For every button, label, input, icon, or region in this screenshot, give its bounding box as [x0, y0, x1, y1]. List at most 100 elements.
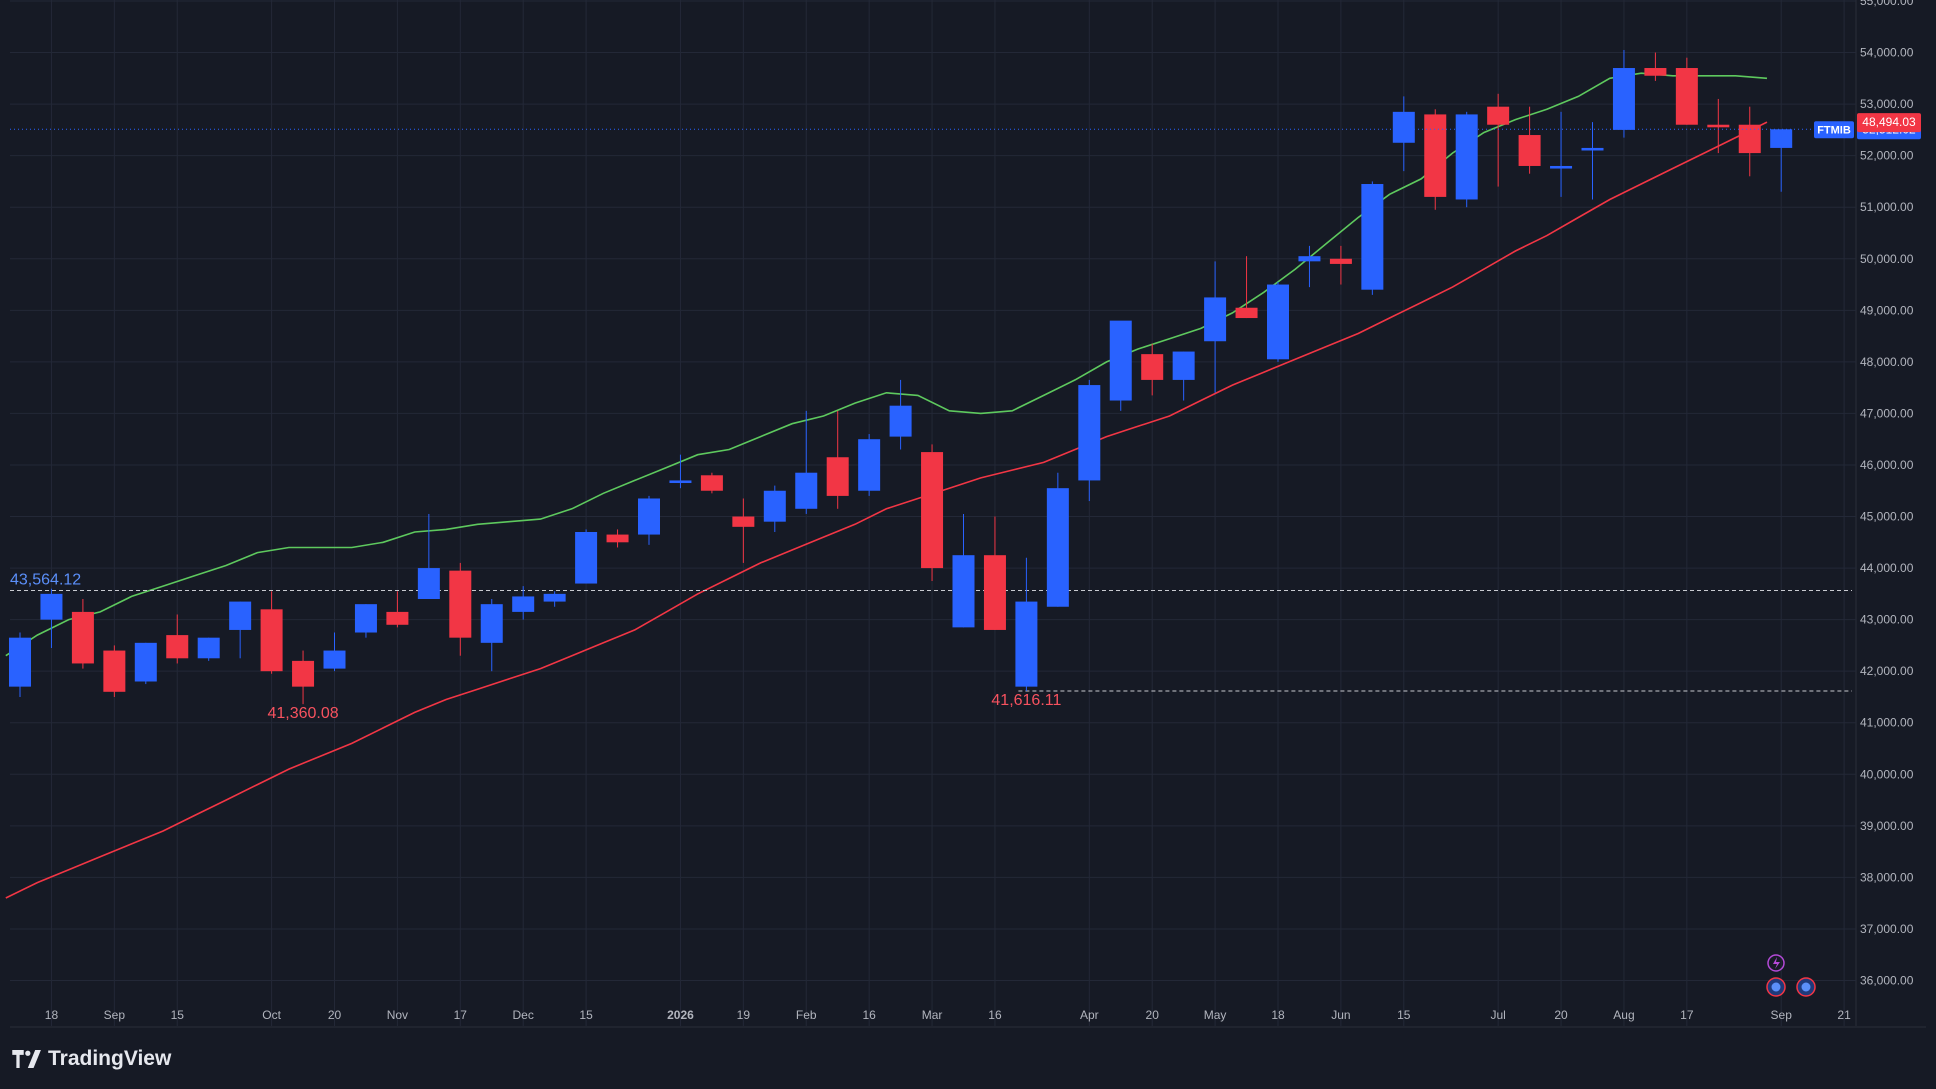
- candle: [449, 562, 472, 656]
- candle-body: [354, 604, 377, 633]
- x-tick-label: Apr: [1080, 1008, 1099, 1022]
- candle: [386, 591, 409, 628]
- symbol-badge-label: FTMIB: [1817, 124, 1851, 136]
- candle-body: [71, 611, 94, 664]
- x-tick-label: Dec: [513, 1008, 534, 1022]
- candle: [292, 650, 315, 705]
- candle-body: [1738, 124, 1761, 154]
- y-tick-label: 55,000.00: [1860, 0, 1914, 8]
- candle: [1141, 343, 1164, 396]
- x-tick-label: 15: [1397, 1008, 1411, 1022]
- candle-body: [858, 439, 881, 491]
- tradingview-brand[interactable]: TradingView: [12, 1047, 171, 1071]
- x-tick-label: 21: [1837, 1008, 1851, 1022]
- x-tick-label: Jul: [1490, 1008, 1505, 1022]
- y-tick-label: 46,000.00: [1860, 458, 1914, 472]
- candle-body: [260, 609, 283, 672]
- candle-body: [1267, 284, 1289, 360]
- candle: [1487, 93, 1510, 187]
- candle-body: [1015, 601, 1038, 687]
- candle: [1707, 98, 1730, 154]
- candle: [543, 591, 566, 607]
- high-level-label: 43,564.12: [10, 572, 81, 589]
- candle: [1518, 106, 1541, 174]
- candle: [166, 614, 189, 664]
- candle-body: [1612, 68, 1635, 130]
- candle-body: [1172, 351, 1195, 380]
- candle: [763, 485, 786, 532]
- candle: [1172, 351, 1195, 401]
- moving-average-long-line: [5, 121, 1768, 899]
- candle: [40, 588, 63, 648]
- y-tick-label: 38,000.00: [1860, 870, 1914, 884]
- tradingview-logo-icon: [12, 1050, 41, 1068]
- candle-body: [1455, 114, 1478, 200]
- ma-long-tag-label: 48,494.03: [1862, 115, 1916, 129]
- candle: [921, 444, 944, 581]
- candle-body: [1581, 147, 1604, 151]
- y-tick-label: 45,000.00: [1860, 510, 1914, 524]
- x-tick-label: 16: [988, 1008, 1002, 1022]
- candle-body: [134, 642, 157, 682]
- candle-body: [103, 650, 126, 692]
- y-tick-label: 53,000.00: [1860, 97, 1914, 111]
- candle-body: [795, 472, 818, 509]
- x-tick-label: 18: [1271, 1008, 1285, 1022]
- x-tick-label: 18: [45, 1008, 59, 1022]
- candle: [575, 529, 598, 584]
- x-tick-label: Sep: [104, 1008, 126, 1022]
- event-icon: [1796, 977, 1816, 997]
- candle-body: [575, 531, 598, 584]
- candle-body: [1046, 488, 1069, 607]
- candle: [1267, 281, 1289, 362]
- candle: [1392, 96, 1415, 172]
- candle-body: [480, 604, 503, 643]
- candle: [638, 495, 660, 545]
- candle: [1235, 256, 1258, 319]
- x-tick-label: 19: [737, 1008, 751, 1022]
- y-tick-label: 52,000.00: [1860, 149, 1914, 163]
- candle-body: [449, 570, 472, 638]
- candle: [323, 632, 346, 672]
- y-tick-label: 41,000.00: [1860, 716, 1914, 730]
- event-icon: [1766, 977, 1786, 997]
- candle-body: [1235, 307, 1258, 319]
- candle: [1204, 261, 1227, 393]
- candle-body: [9, 637, 31, 687]
- candle-body: [1707, 124, 1730, 128]
- candle: [1046, 472, 1069, 607]
- candle: [512, 586, 535, 620]
- candle: [260, 591, 283, 674]
- candle: [889, 379, 912, 450]
- candle-body: [229, 601, 252, 630]
- candle: [1612, 49, 1635, 138]
- candle: [1015, 557, 1038, 691]
- candle-body: [1487, 106, 1510, 125]
- candle-body: [826, 457, 849, 496]
- y-tick-label: 51,000.00: [1860, 200, 1914, 214]
- candle-body: [889, 405, 912, 437]
- x-tick-label: 17: [1680, 1008, 1694, 1022]
- candle-body: [1298, 256, 1321, 262]
- x-tick-label: Mar: [922, 1008, 943, 1022]
- x-tick-label: Oct: [262, 1008, 281, 1022]
- candle-body: [1770, 129, 1793, 148]
- y-tick-label: 54,000.00: [1860, 46, 1914, 60]
- x-tick-label: 20: [1146, 1008, 1160, 1022]
- candle-body: [1424, 114, 1447, 197]
- y-tick-label: 49,000.00: [1860, 303, 1914, 317]
- candle: [417, 513, 440, 600]
- low-level-label: 41,616.11: [991, 692, 1061, 709]
- candle-body: [952, 555, 975, 628]
- event-icon-dot: [1771, 982, 1781, 992]
- x-tick-label: May: [1204, 1008, 1227, 1022]
- candle: [9, 632, 31, 697]
- candle: [1550, 111, 1573, 197]
- candle-body: [1518, 135, 1541, 166]
- x-tick-label: Jun: [1331, 1008, 1350, 1022]
- y-tick-label: 44,000.00: [1860, 561, 1914, 575]
- candle: [858, 434, 881, 496]
